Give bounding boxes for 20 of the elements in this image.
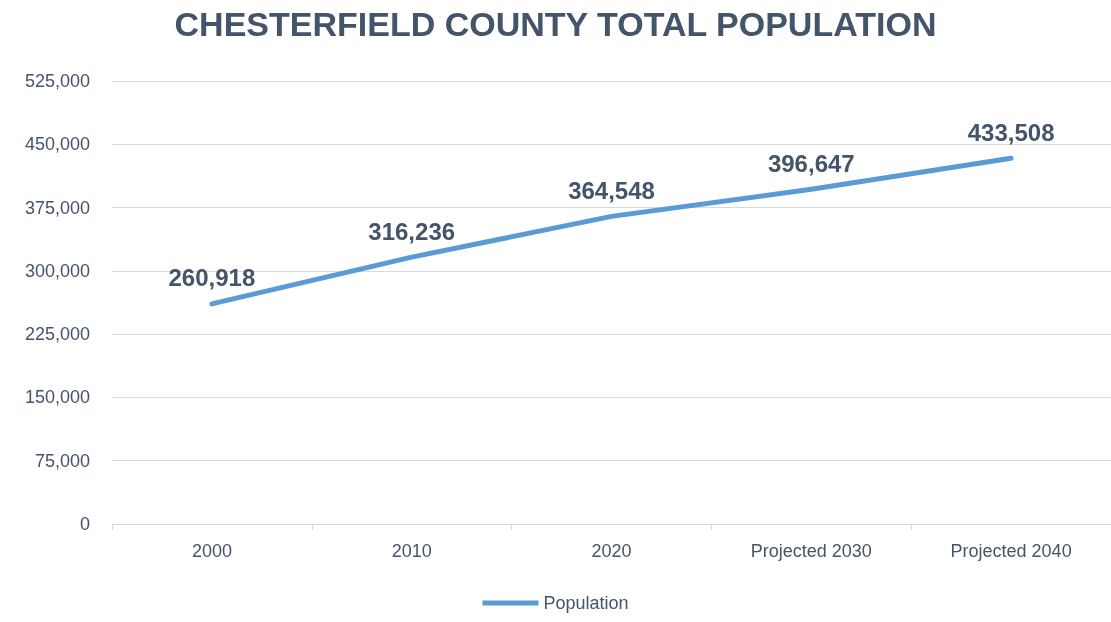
text: 433,508 — [967, 118, 1055, 146]
text: 396,647 — [767, 149, 855, 177]
y-tick-label: 525,000 — [24, 71, 90, 91]
y-tick-label: 225,000 — [24, 324, 90, 345]
y-tick-label: 375,000 — [24, 197, 90, 218]
y-tick-label: 0 — [79, 514, 90, 534]
chart-title: CHESTERFIELD COUNTY TOTAL POPULATION — [174, 5, 937, 43]
text: 364,548 — [568, 176, 655, 204]
x-tick-label: Projected 2040 — [950, 541, 1072, 561]
y-tick-label: 75,000 — [34, 450, 90, 471]
text: 260,918 — [168, 264, 256, 292]
y-tick-label: 300,000 — [24, 260, 90, 281]
legend-label: Population — [543, 593, 629, 613]
y-tick-label: 450,000 — [24, 134, 90, 155]
x-tick-label: Projected 2030 — [750, 541, 872, 561]
x-tick-label: 2000 — [191, 541, 232, 561]
text: 316,236 — [368, 217, 456, 245]
y-tick-label: 150,000 — [24, 387, 90, 408]
x-tick-label: 2020 — [591, 541, 632, 561]
x-tick-label: 2010 — [391, 541, 432, 561]
